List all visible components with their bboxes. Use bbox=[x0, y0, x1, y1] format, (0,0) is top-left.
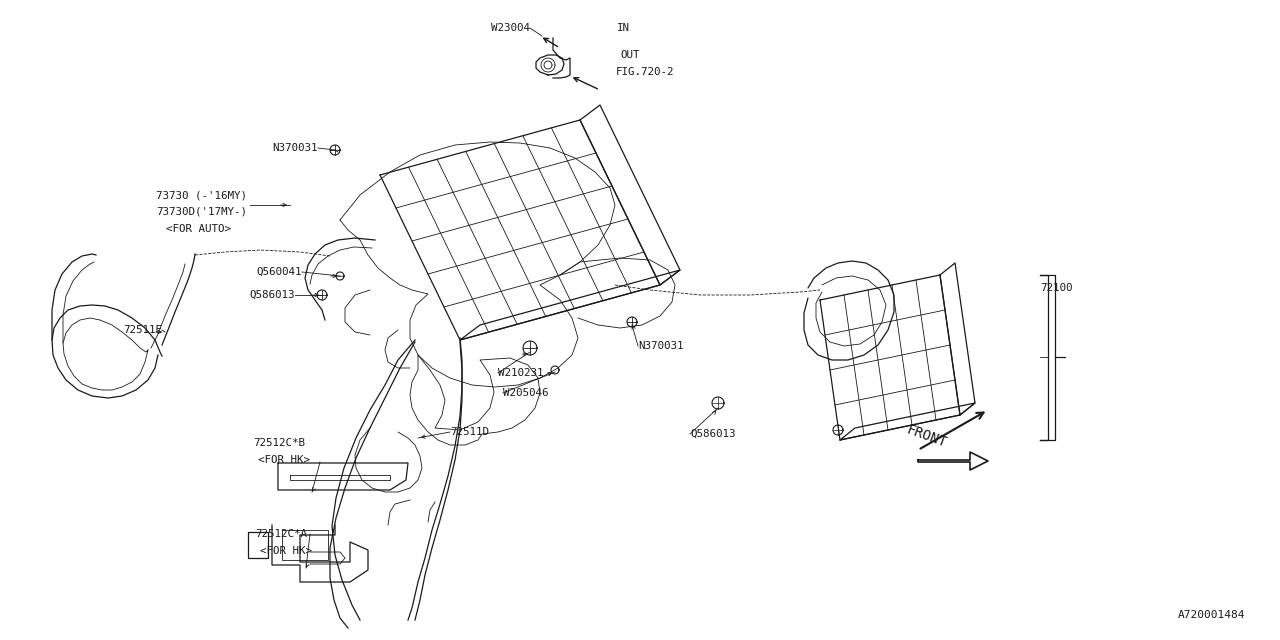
Text: N370031: N370031 bbox=[273, 143, 317, 153]
Text: <FOR HK>: <FOR HK> bbox=[260, 546, 312, 556]
Text: FRONT: FRONT bbox=[904, 422, 948, 450]
Text: W210231: W210231 bbox=[498, 368, 544, 378]
Text: Q586013: Q586013 bbox=[250, 290, 294, 300]
Text: Q586013: Q586013 bbox=[690, 429, 736, 439]
Text: 72511E: 72511E bbox=[123, 325, 163, 335]
Text: N370031: N370031 bbox=[637, 341, 684, 351]
Text: FIG.720-2: FIG.720-2 bbox=[616, 67, 675, 77]
Text: 72512C*A: 72512C*A bbox=[255, 529, 307, 539]
Text: 72512C*B: 72512C*B bbox=[253, 438, 305, 448]
Text: <FOR HK>: <FOR HK> bbox=[259, 455, 310, 465]
Text: OUT: OUT bbox=[620, 50, 640, 60]
Text: Q560041: Q560041 bbox=[256, 267, 302, 277]
Text: 73730D('17MY-): 73730D('17MY-) bbox=[156, 207, 247, 217]
Text: W23004: W23004 bbox=[492, 23, 530, 33]
Text: A720001484: A720001484 bbox=[1178, 610, 1245, 620]
Text: 72100: 72100 bbox=[1039, 283, 1073, 293]
Text: 73730 (-'16MY): 73730 (-'16MY) bbox=[156, 190, 247, 200]
Text: W205046: W205046 bbox=[503, 388, 549, 398]
Text: 72511D: 72511D bbox=[451, 427, 489, 437]
Text: IN: IN bbox=[617, 23, 630, 33]
Text: <FOR AUTO>: <FOR AUTO> bbox=[166, 224, 230, 234]
